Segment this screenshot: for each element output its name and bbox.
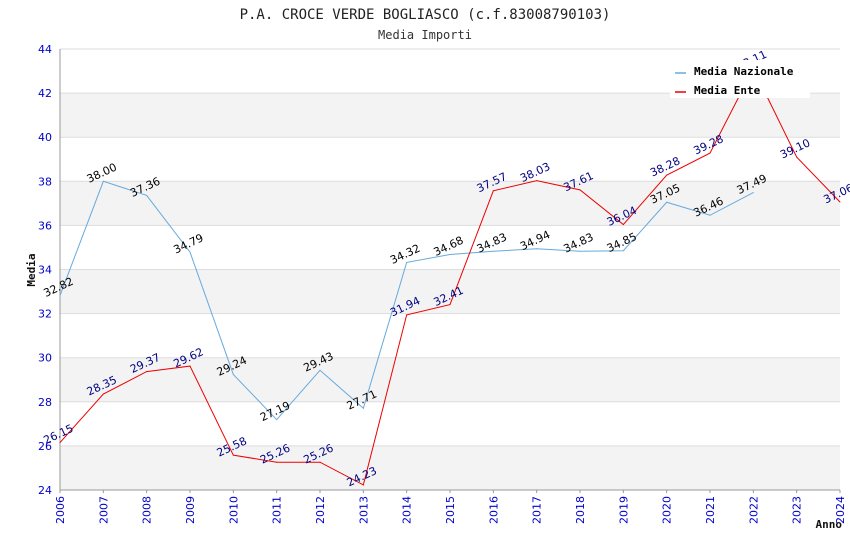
data-point <box>622 250 624 252</box>
data-point <box>232 454 234 456</box>
data-point <box>449 254 451 256</box>
y-tick-label: 36 <box>38 219 52 232</box>
data-point <box>449 304 451 306</box>
data-point <box>189 365 191 367</box>
x-axis-label: Anno <box>816 518 843 531</box>
x-tick-label: 2015 <box>444 496 457 524</box>
data-label: 38.28 <box>648 154 682 179</box>
data-point <box>146 371 148 373</box>
y-tick-label: 30 <box>38 352 52 365</box>
data-point <box>709 152 711 154</box>
y-tick-label: 40 <box>38 131 52 144</box>
data-point <box>319 461 321 463</box>
data-point <box>276 461 278 463</box>
y-tick-label: 32 <box>38 308 52 321</box>
x-tick-label: 2019 <box>617 496 630 524</box>
data-point <box>752 192 754 194</box>
data-point <box>666 174 668 176</box>
data-point <box>536 248 538 250</box>
y-tick-label: 44 <box>38 43 52 56</box>
x-tick-label: 2010 <box>227 496 240 524</box>
x-tick-label: 2022 <box>747 496 760 524</box>
data-label: 34.83 <box>561 230 595 255</box>
legend: Media Nazionale Media Ente <box>670 60 810 98</box>
plot-background-bands <box>60 93 840 490</box>
legend-label-media-ente: Media Ente <box>694 84 761 97</box>
data-point <box>276 419 278 421</box>
x-tick-label: 2017 <box>531 496 544 524</box>
data-point <box>666 201 668 203</box>
data-point <box>709 214 711 216</box>
y-tick-label: 34 <box>38 264 52 277</box>
legend-box <box>670 60 810 98</box>
band <box>60 181 840 226</box>
data-point <box>492 190 494 192</box>
x-tick-label: 2009 <box>184 496 197 524</box>
x-tick-label: 2012 <box>314 496 327 524</box>
data-point <box>319 369 321 371</box>
data-label: 34.32 <box>388 242 422 267</box>
tick-labels: 24 26 28 30 32 34 36 38 40 42 44 2006 2007 2008 2009 20… <box>38 43 847 524</box>
y-tick-label: 38 <box>38 175 52 188</box>
x-tick-label: 2014 <box>401 496 414 524</box>
x-tick-label: 2008 <box>141 496 154 524</box>
band <box>60 93 840 138</box>
x-tick-label: 2006 <box>54 496 67 524</box>
x-tick-label: 2024 <box>834 496 847 524</box>
data-point <box>102 393 104 395</box>
data-point <box>492 250 494 252</box>
chart-subtitle: Media Importi <box>378 28 472 42</box>
x-tick-label: 2023 <box>791 496 804 524</box>
data-label: 39.10 <box>778 136 812 161</box>
data-point <box>189 251 191 253</box>
x-tick-label: 2007 <box>97 496 110 524</box>
y-axis-label: Media <box>25 253 38 286</box>
band <box>60 269 840 314</box>
y-tick-label: 24 <box>38 484 52 497</box>
data-label: 34.85 <box>605 230 639 255</box>
x-tick-label: 2021 <box>704 496 717 524</box>
band <box>60 445 840 490</box>
data-point <box>362 484 364 486</box>
legend-label-media-nazionale: Media Nazionale <box>694 65 794 78</box>
gridlines <box>60 48 840 491</box>
band <box>60 357 840 402</box>
data-point <box>146 194 148 196</box>
data-point <box>839 201 841 203</box>
x-tick-label: 2011 <box>271 496 284 524</box>
data-point <box>59 442 61 444</box>
data-point <box>102 180 104 182</box>
series-lines <box>59 67 841 486</box>
data-point <box>59 295 61 297</box>
y-tick-label: 26 <box>38 440 52 453</box>
data-point <box>622 224 624 226</box>
data-point <box>406 314 408 316</box>
y-tick-label: 42 <box>38 87 52 100</box>
x-tick-label: 2018 <box>574 496 587 524</box>
y-tick-label: 28 <box>38 396 52 409</box>
x-tick-label: 2016 <box>487 496 500 524</box>
data-point <box>579 189 581 191</box>
data-point <box>536 180 538 182</box>
chart-title: P.A. CROCE VERDE BOGLIASCO (c.f.83008790… <box>240 7 611 23</box>
x-tick-label: 2020 <box>661 496 674 524</box>
x-tick-label: 2013 <box>357 496 370 524</box>
data-point <box>796 156 798 158</box>
data-point <box>579 250 581 252</box>
data-point <box>232 373 234 375</box>
data-point <box>406 261 408 263</box>
axes <box>59 49 841 493</box>
data-label: 27.19 <box>258 399 292 424</box>
data-point <box>362 407 364 409</box>
